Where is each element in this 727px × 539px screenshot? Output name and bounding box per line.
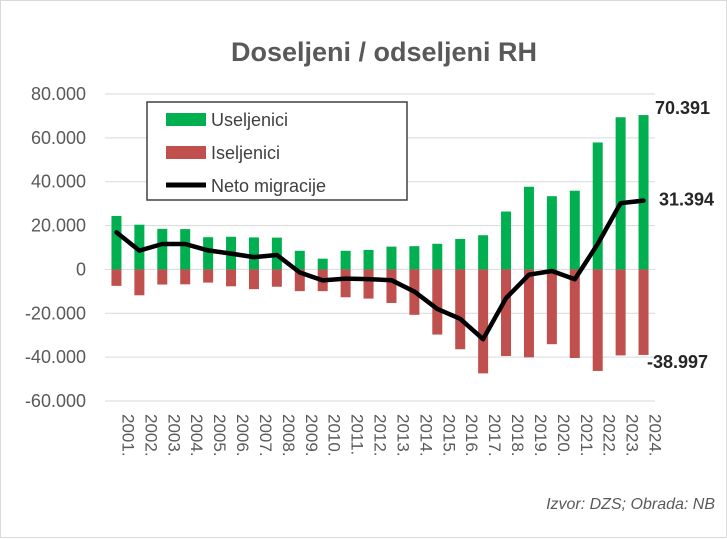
bar-useljenici xyxy=(180,229,191,270)
legend-label-neto: Neto migracije xyxy=(211,176,326,196)
x-tick-label: 2023. xyxy=(623,414,642,457)
bar-iseljenici xyxy=(294,269,305,292)
y-tick-label: -20.000 xyxy=(25,303,86,323)
bar-iseljenici xyxy=(386,269,397,303)
bar-iseljenici xyxy=(111,269,122,286)
bar-iseljenici xyxy=(546,269,557,345)
bars xyxy=(111,115,649,374)
bar-useljenici xyxy=(317,258,328,270)
bar-useljenici xyxy=(134,224,145,270)
bar-useljenici xyxy=(363,249,374,270)
x-tick-label: 2018. xyxy=(508,414,527,457)
net-migration-line xyxy=(114,198,646,342)
bar-useljenici xyxy=(615,117,626,270)
x-tick-label: 2013. xyxy=(393,414,412,457)
y-tick-label: 20.000 xyxy=(31,216,86,236)
bar-useljenici xyxy=(248,237,259,270)
bar-iseljenici xyxy=(180,269,191,285)
legend-label-iseljenici: Iseljenici xyxy=(211,143,280,163)
bar-useljenici xyxy=(157,228,168,270)
y-tick-label: 60.000 xyxy=(31,128,86,148)
x-tick-label: 2024. xyxy=(646,414,665,457)
bar-useljenici xyxy=(478,235,489,270)
x-tick-label: 2015. xyxy=(439,414,458,457)
bar-useljenici xyxy=(111,215,122,270)
bar-useljenici xyxy=(501,211,512,270)
bar-iseljenici xyxy=(569,269,580,359)
bar-useljenici xyxy=(592,142,603,270)
x-tick-label: 2010. xyxy=(325,414,344,457)
bar-useljenici xyxy=(386,246,397,270)
x-tick-label: 2004. xyxy=(187,414,206,457)
bar-iseljenici xyxy=(271,269,282,287)
x-tick-label: 2012. xyxy=(371,414,390,457)
bar-useljenici xyxy=(569,190,580,270)
legend-swatch-useljenici xyxy=(166,113,206,126)
annotation-neto-2024: 31.394 xyxy=(659,190,714,210)
x-tick-label: 2017. xyxy=(485,414,504,457)
bar-useljenici xyxy=(523,186,534,270)
bar-iseljenici xyxy=(226,269,237,287)
bar-iseljenici xyxy=(432,269,443,335)
y-tick-label: 40.000 xyxy=(31,172,86,192)
y-axis: 80.000 60.000 40.000 20.000 0 -20.000 -40.000 -… xyxy=(25,84,86,411)
y-tick-label: 0 xyxy=(76,259,86,279)
bar-useljenici xyxy=(409,246,420,270)
y-tick-label: -40.000 xyxy=(25,347,86,367)
legend-swatch-iseljenici xyxy=(166,146,206,159)
x-tick-label: 2011. xyxy=(348,414,367,455)
net-migration-polyline xyxy=(114,198,646,342)
x-tick-label: 2019. xyxy=(531,414,550,457)
bar-useljenici xyxy=(294,250,305,270)
x-tick-label: 2001. xyxy=(118,414,137,457)
x-tick-label: 2003. xyxy=(164,414,183,457)
x-tick-label: 2022. xyxy=(600,414,619,457)
x-tick-label: 2016. xyxy=(462,414,481,457)
bar-iseljenici xyxy=(340,269,351,298)
bar-useljenici xyxy=(203,237,214,270)
bar-iseljenici xyxy=(134,269,145,296)
bar-iseljenici xyxy=(638,269,649,355)
bar-iseljenici xyxy=(592,269,603,371)
chart-title: Doseljeni / odseljeni RH xyxy=(231,37,537,67)
x-tick-label: 2002. xyxy=(141,414,160,457)
annotations: 70.391 31.394 -38.997 xyxy=(647,98,714,372)
x-tick-label: 2014. xyxy=(416,414,435,457)
source-note: Izvor: DZS; Obrada: NB xyxy=(546,496,715,513)
annotation-useljenici-2024: 70.391 xyxy=(655,98,710,118)
bar-useljenici xyxy=(638,115,649,270)
bar-iseljenici xyxy=(615,269,626,356)
x-tick-label: 2005. xyxy=(210,414,229,457)
x-tick-label: 2008. xyxy=(279,414,298,457)
x-tick-label: 2006. xyxy=(233,414,252,457)
bar-iseljenici xyxy=(501,269,512,357)
legend-label-useljenici: Useljenici xyxy=(211,110,288,130)
bar-useljenici xyxy=(546,196,557,270)
x-tick-label: 2007. xyxy=(256,414,275,457)
annotation-iseljenici-2024: -38.997 xyxy=(647,352,708,372)
bar-useljenici xyxy=(455,238,466,270)
y-tick-label: -60.000 xyxy=(25,391,86,411)
x-tick-label: 2020. xyxy=(554,414,573,457)
x-axis: 2001. 2002. 2003. 2004. 2005. 2006. 2007. 2008.… xyxy=(118,414,664,457)
bar-iseljenici xyxy=(157,269,168,285)
bar-iseljenici xyxy=(455,269,466,350)
bar-iseljenici xyxy=(523,269,534,358)
bar-iseljenici xyxy=(478,269,489,374)
legend: Useljenici Iseljenici Neto migracije xyxy=(146,101,408,201)
bar-iseljenici xyxy=(363,269,374,299)
bar-useljenici xyxy=(340,250,351,270)
bar-iseljenici xyxy=(248,269,259,290)
y-tick-label: 80.000 xyxy=(31,84,86,104)
x-tick-label: 2009. xyxy=(302,414,321,457)
bar-useljenici xyxy=(432,243,443,270)
x-tick-label: 2021. xyxy=(577,414,596,457)
bar-iseljenici xyxy=(203,269,214,283)
